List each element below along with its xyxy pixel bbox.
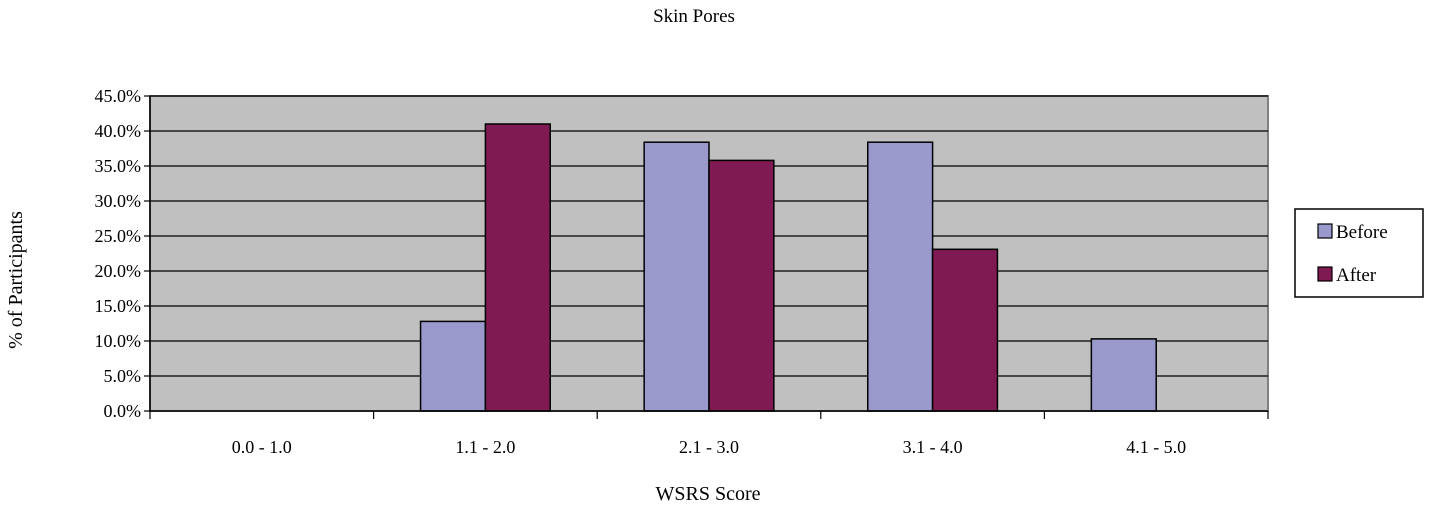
legend-swatch-before — [1317, 223, 1333, 239]
axes — [149, 96, 1269, 419]
legend: Before After — [1294, 208, 1424, 298]
bar-before — [419, 320, 487, 412]
bar-after — [484, 123, 551, 412]
y-tick-label: 25.0% — [95, 226, 142, 246]
bar-before — [643, 141, 710, 412]
y-tick-label: 5.0% — [104, 366, 142, 386]
x-tick-label: 1.1 - 2.0 — [455, 437, 515, 457]
x-tick-label: 2.1 - 3.0 — [679, 437, 739, 457]
y-tick-label: 40.0% — [95, 121, 142, 141]
chart-title: Skin Pores — [653, 6, 735, 27]
y-tick-label: 15.0% — [95, 296, 142, 316]
y-tick-label: 10.0% — [95, 331, 142, 351]
y-tick-label: 30.0% — [95, 191, 142, 211]
x-axis-label: WSRS Score — [656, 483, 761, 505]
x-tick-label: 4.1 - 5.0 — [1126, 437, 1186, 457]
x-tick-labels: 0.0 - 1.0 1.1 - 2.0 2.1 - 3.0 3.1 - 4.0 4.1 … — [232, 437, 1186, 457]
y-tick-label: 0.0% — [104, 401, 142, 421]
y-tick-labels: 0.0% 5.0% 10.0% 15.0% 20.0% 25.0% 30.0% 35.0% 40… — [95, 86, 142, 421]
legend-box — [1294, 208, 1424, 298]
x-tick-label: 0.0 - 1.0 — [232, 437, 292, 457]
y-tick-label: 45.0% — [95, 86, 142, 106]
legend-label-before: Before — [1336, 222, 1388, 243]
bars — [419, 123, 1157, 412]
legend-label-after: After — [1336, 265, 1377, 286]
bar-before — [867, 141, 934, 412]
x-tick-label: 3.1 - 4.0 — [903, 437, 963, 457]
y-axis-label: % of Participants — [5, 211, 27, 349]
legend-swatch-after — [1317, 266, 1333, 282]
y-tick-label: 35.0% — [95, 156, 142, 176]
bar-after — [708, 159, 775, 412]
bar-after — [931, 248, 999, 412]
bar-before — [1090, 338, 1157, 412]
y-tick-label: 20.0% — [95, 261, 142, 281]
